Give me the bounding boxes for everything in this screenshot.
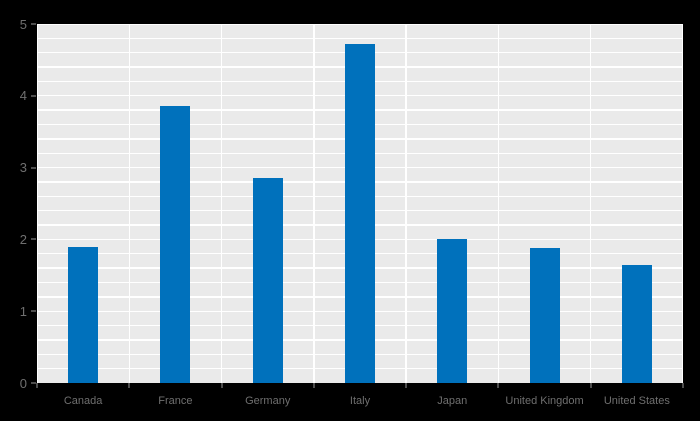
x-category-label: United States bbox=[603, 395, 670, 407]
y-tick-label: 2 bbox=[19, 231, 27, 247]
y-tick bbox=[31, 94, 36, 97]
y-tick bbox=[31, 166, 36, 169]
v-gridline bbox=[220, 24, 223, 383]
h-gridline bbox=[37, 24, 683, 25]
x-tick bbox=[589, 383, 592, 388]
bar bbox=[437, 239, 468, 383]
v-gridline bbox=[497, 24, 500, 383]
bar bbox=[160, 105, 191, 383]
x-tick bbox=[220, 383, 223, 388]
v-gridline bbox=[405, 24, 407, 383]
bar bbox=[621, 264, 652, 383]
v-gridline bbox=[590, 24, 592, 383]
y-tick bbox=[31, 23, 36, 25]
v-gridline bbox=[313, 24, 315, 383]
x-category-label: France bbox=[158, 395, 193, 407]
v-gridline bbox=[682, 24, 683, 383]
bar bbox=[345, 44, 375, 383]
x-category-label: Canada bbox=[63, 395, 103, 407]
x-tick bbox=[405, 383, 408, 388]
v-gridline bbox=[37, 24, 38, 383]
x-category-label: Japan bbox=[437, 395, 468, 407]
x-tick bbox=[36, 383, 38, 388]
x-category-label: Germany bbox=[245, 395, 291, 407]
y-tick bbox=[31, 382, 36, 384]
x-tick bbox=[682, 383, 684, 388]
y-tick-label: 1 bbox=[19, 303, 27, 319]
y-tick bbox=[31, 238, 36, 241]
y-tick-label: 5 bbox=[19, 16, 27, 32]
x-category-label: Italy bbox=[349, 395, 371, 407]
plot-area bbox=[37, 24, 683, 383]
y-tick-label: 3 bbox=[19, 160, 27, 176]
h-gridline bbox=[37, 37, 683, 40]
y-tick-label: 4 bbox=[19, 88, 27, 104]
x-tick bbox=[497, 383, 500, 388]
y-tick-label: 0 bbox=[19, 375, 27, 391]
bar bbox=[529, 248, 560, 383]
bar bbox=[252, 178, 283, 383]
x-tick bbox=[128, 383, 131, 388]
bar bbox=[68, 246, 99, 383]
v-gridline bbox=[128, 24, 130, 383]
y-tick bbox=[31, 310, 36, 313]
x-tick bbox=[312, 383, 315, 388]
x-category-label: United Kingdom bbox=[505, 395, 584, 407]
